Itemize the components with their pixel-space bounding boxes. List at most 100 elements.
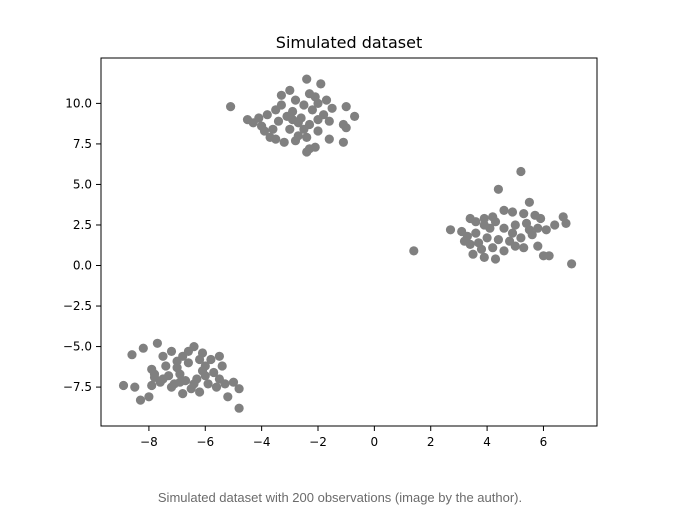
data-point xyxy=(324,116,334,126)
data-point xyxy=(220,379,230,389)
data-point xyxy=(285,124,295,134)
data-point xyxy=(234,384,244,394)
data-point xyxy=(166,346,177,356)
data-point xyxy=(299,100,309,110)
data-point xyxy=(178,389,188,399)
data-point xyxy=(516,233,526,243)
data-point xyxy=(195,354,205,365)
figure-caption: Simulated dataset with 200 observations … xyxy=(157,490,523,505)
data-point xyxy=(324,134,334,144)
data-point xyxy=(341,102,351,112)
data-point xyxy=(262,110,272,120)
scatter-chart: Simulated dataset −8 −6 −4 −2 0 2 4 6 −7.5−5.0−… xyxy=(63,33,598,449)
data-point xyxy=(471,228,481,238)
y-axis-ticks: −7.5 −5.0 −2.5 0.0 2.5 5.0 7.5 10.0 xyxy=(63,96,101,394)
data-point xyxy=(541,225,551,235)
y-tick-label: −7.5 xyxy=(63,380,92,394)
data-point xyxy=(135,395,146,405)
data-point xyxy=(490,254,501,264)
data-point xyxy=(338,137,348,147)
data-point xyxy=(510,241,520,251)
data-point xyxy=(223,392,233,402)
data-point xyxy=(499,246,509,256)
data-point xyxy=(499,223,509,233)
data-point xyxy=(268,124,278,134)
x-tick-label: 2 xyxy=(427,435,435,449)
data-point xyxy=(310,142,320,152)
data-point xyxy=(149,372,160,382)
data-point xyxy=(544,251,554,261)
y-tick-label: 2.5 xyxy=(73,218,92,232)
data-point xyxy=(183,358,193,368)
x-tick-label: −8 xyxy=(140,435,158,449)
data-point xyxy=(409,246,419,256)
data-point xyxy=(302,74,312,84)
data-point xyxy=(211,382,222,392)
data-point xyxy=(316,79,326,89)
x-tick-label: 0 xyxy=(371,435,379,449)
data-point xyxy=(161,361,171,371)
data-point xyxy=(493,235,503,245)
y-tick-label: −2.5 xyxy=(63,299,92,313)
data-point xyxy=(152,338,162,348)
data-point xyxy=(226,102,236,112)
data-point xyxy=(276,100,286,110)
data-point xyxy=(482,233,492,243)
data-point xyxy=(459,236,470,246)
data-point xyxy=(313,126,323,136)
data-point xyxy=(350,111,360,121)
x-tick-label: −2 xyxy=(309,435,327,449)
data-point xyxy=(158,374,168,384)
data-point xyxy=(321,95,332,105)
data-point xyxy=(561,218,571,228)
data-point xyxy=(307,105,317,115)
data-point xyxy=(206,354,216,365)
data-point xyxy=(228,377,239,387)
data-point xyxy=(209,367,219,378)
y-tick-label: 5.0 xyxy=(73,177,92,191)
data-point xyxy=(172,363,182,373)
data-point xyxy=(516,166,526,177)
y-tick-label: −5.0 xyxy=(63,340,92,354)
data-point xyxy=(485,223,495,233)
data-point xyxy=(265,132,275,142)
data-point xyxy=(479,252,489,262)
data-point xyxy=(144,392,154,402)
data-point xyxy=(130,382,140,392)
x-tick-label: 6 xyxy=(540,435,548,449)
x-tick-label: −6 xyxy=(196,435,214,449)
data-point xyxy=(493,184,503,194)
data-point xyxy=(488,243,498,253)
data-point xyxy=(465,213,475,224)
data-point xyxy=(530,210,540,220)
data-point xyxy=(341,123,351,133)
data-point xyxy=(445,225,456,235)
data-point xyxy=(313,98,323,108)
data-point xyxy=(118,380,129,391)
data-point xyxy=(293,131,303,141)
data-point xyxy=(195,387,205,397)
data-point xyxy=(259,126,270,136)
data-point xyxy=(197,366,208,376)
data-point xyxy=(533,223,543,233)
data-point xyxy=(242,115,253,125)
data-point xyxy=(524,225,535,235)
data-point xyxy=(479,213,489,224)
data-point xyxy=(507,207,518,217)
data-point xyxy=(567,259,577,269)
data-point xyxy=(217,361,227,371)
y-tick-label: 0.0 xyxy=(73,259,92,273)
data-point xyxy=(313,115,323,125)
plot-area-frame xyxy=(100,57,598,427)
data-point xyxy=(285,85,295,95)
data-point xyxy=(302,147,312,157)
data-point xyxy=(234,403,244,413)
data-point xyxy=(550,220,560,230)
data-point xyxy=(175,377,185,387)
data-point xyxy=(499,205,509,215)
data-point xyxy=(476,244,487,254)
y-tick-label: 10.0 xyxy=(65,96,92,110)
data-point xyxy=(203,379,213,389)
data-point xyxy=(138,343,148,353)
data-point xyxy=(183,346,193,356)
